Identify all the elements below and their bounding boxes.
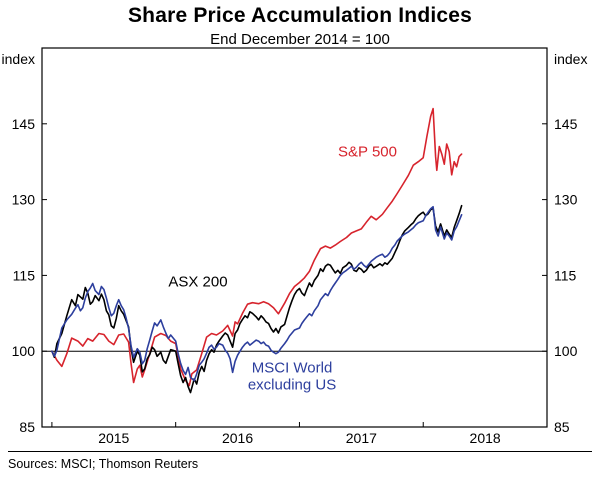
unit-label-right: index — [554, 51, 587, 67]
unit-label-left: index — [2, 51, 35, 67]
y-axis-label-right: 130 — [554, 192, 578, 208]
y-axis-label-left: 145 — [12, 116, 36, 132]
plot-border — [41, 47, 548, 428]
x-axis-label: 2015 — [98, 430, 129, 446]
chart-canvas: 85 85 100 100 115 115 130 130 145 145 index index 20… — [2, 47, 587, 446]
series-label: ASX 200 — [168, 274, 227, 291]
y-axis-label-left: 115 — [13, 267, 36, 283]
series-line-s-p-500 — [51, 107, 463, 387]
y-axis-label-right: 85 — [554, 419, 570, 435]
y-axis-label-right: 115 — [554, 267, 577, 283]
series-line-msci-world-excluding-us — [51, 205, 463, 382]
y-axis-label-right: 100 — [554, 343, 578, 359]
y-axis-label-left: 100 — [12, 343, 36, 359]
chart-title: Share Price Accumulation Indices — [127, 4, 473, 27]
footer-divider — [8, 451, 592, 452]
x-axis-label: 2018 — [470, 430, 501, 446]
x-axis-label: 2017 — [346, 430, 377, 446]
y-axis-label-left: 85 — [19, 419, 35, 435]
series-label: S&P 500 — [338, 144, 397, 161]
x-axis-label: 2016 — [222, 430, 253, 446]
y-axis-label-right: 145 — [554, 116, 578, 132]
chart-subtitle: End December 2014 = 100 — [210, 31, 390, 48]
series-label: MSCI World excluding US — [248, 359, 336, 393]
y-axis-label-left: 130 — [12, 192, 36, 208]
source-note: Sources: MSCI; Thomson Reuters — [8, 457, 199, 471]
